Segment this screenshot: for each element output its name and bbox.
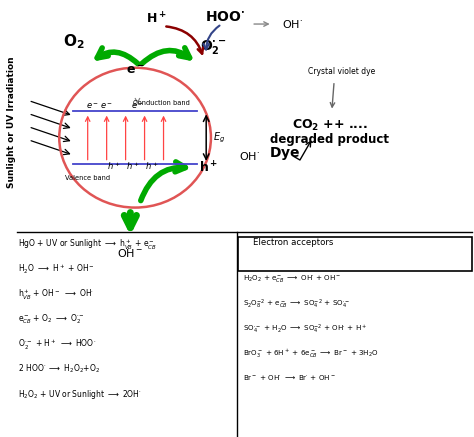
Text: $h^+$: $h^+$ [145, 160, 158, 172]
Text: SO$_4^{\cdot -}$ + H$_2$O $\longrightarrow$ SO$_4^{-2}$ + OH$^{\cdot}$ + H$^+$: SO$_4^{\cdot -}$ + H$_2$O $\longrightarr… [243, 323, 367, 336]
Text: Electron acceptors: Electron acceptors [253, 238, 333, 247]
Text: Crystal violet dye: Crystal violet dye [308, 67, 375, 76]
Text: BrO$_3^-$ + 6H$^+$ + 6e$^-_{CB}$ $\longrightarrow$ Br$^-$ + 3H$_2$O: BrO$_3^-$ + 6H$^+$ + 6e$^-_{CB}$ $\longr… [243, 348, 379, 360]
Text: $\mathbf{H^+}$: $\mathbf{H^+}$ [146, 12, 167, 27]
Text: $e^-$: $e^-$ [100, 101, 113, 111]
Text: S$_2$O$_8^{-2}$ + e$^-_{CB}$ $\longrightarrow$ SO$_4^{-2}$ + SO$_4^{\cdot -}$: S$_2$O$_8^{-2}$ + e$^-_{CB}$ $\longright… [243, 298, 351, 311]
Text: $h^+$: $h^+$ [107, 160, 120, 172]
Text: $\mathbf{e^-}$: $\mathbf{e^-}$ [126, 64, 145, 77]
FancyBboxPatch shape [238, 237, 472, 271]
Text: degraded product: degraded product [270, 133, 389, 146]
Text: $\mathbf{HOO^{\cdot}}$: $\mathbf{HOO^{\cdot}}$ [205, 10, 245, 24]
Text: H$_2$O$_2$ + e$^-_{CB}$ $\longrightarrow$ OH$^{\cdot}$ + OH$^-$: H$_2$O$_2$ + e$^-_{CB}$ $\longrightarrow… [243, 273, 342, 284]
Text: Conduction band: Conduction band [133, 100, 190, 106]
Text: HgO + UV or Sunlight $\longrightarrow$ h$^+_{VB}$ + e$^-_{CB}$: HgO + UV or Sunlight $\longrightarrow$ h… [18, 238, 157, 252]
Text: $\mathbf{CO_2}$ ++ ....: $\mathbf{CO_2}$ ++ .... [292, 118, 367, 133]
Text: $\mathbf{Dye}$: $\mathbf{Dye}$ [269, 146, 300, 162]
Text: Valence band: Valence band [65, 175, 110, 181]
Text: Br$^-$ + OH$^{\cdot}$ $\longrightarrow$ Br$^{\cdot}$ + OH$^-$: Br$^-$ + OH$^{\cdot}$ $\longrightarrow$ … [243, 373, 336, 382]
Text: OH$^{\cdot}$: OH$^{\cdot}$ [282, 18, 303, 30]
Text: OH$^{\cdot}$: OH$^{\cdot}$ [239, 149, 260, 162]
Text: O$_2^{\cdot -}$ + H$^+$ $\longrightarrow$ HOO$^{\cdot}$: O$_2^{\cdot -}$ + H$^+$ $\longrightarrow… [18, 338, 96, 352]
Text: H$_2$O$_2$ + UV or Sunlight $\longrightarrow$ 2OH$^{\cdot}$: H$_2$O$_2$ + UV or Sunlight $\longrighta… [18, 388, 142, 401]
Text: h$^+_{VB}$ + OH$^-$ $\longrightarrow$ OH$^{\cdot}$: h$^+_{VB}$ + OH$^-$ $\longrightarrow$ OH… [18, 288, 94, 302]
Text: 2 HOO$^{\cdot}$ $\longrightarrow$ H$_2$O$_2$+O$_2$: 2 HOO$^{\cdot}$ $\longrightarrow$ H$_2$O… [18, 363, 100, 375]
Text: $E_g$: $E_g$ [213, 131, 226, 145]
Text: $\mathbf{h^+}$: $\mathbf{h^+}$ [199, 160, 218, 176]
Text: $\mathbf{O_2}$: $\mathbf{O_2}$ [63, 32, 84, 51]
Text: $\mathbf{O_2^{\cdot -}}$: $\mathbf{O_2^{\cdot -}}$ [200, 38, 227, 56]
Text: $e^-$: $e^-$ [131, 101, 144, 111]
Text: $h^+$: $h^+$ [126, 160, 139, 172]
Text: H$_2$O $\longrightarrow$ H$^+$ + OH$^-$: H$_2$O $\longrightarrow$ H$^+$ + OH$^-$ [18, 263, 95, 276]
Text: $e^-$: $e^-$ [86, 101, 99, 111]
Text: OH$^-$: OH$^-$ [117, 247, 144, 259]
Text: Sunlight or UV Irradiation: Sunlight or UV Irradiation [8, 56, 16, 188]
Text: e$^-_{CB}$ + O$_2$ $\longrightarrow$ O$_2^{\cdot -}$: e$^-_{CB}$ + O$_2$ $\longrightarrow$ O$_… [18, 313, 85, 326]
